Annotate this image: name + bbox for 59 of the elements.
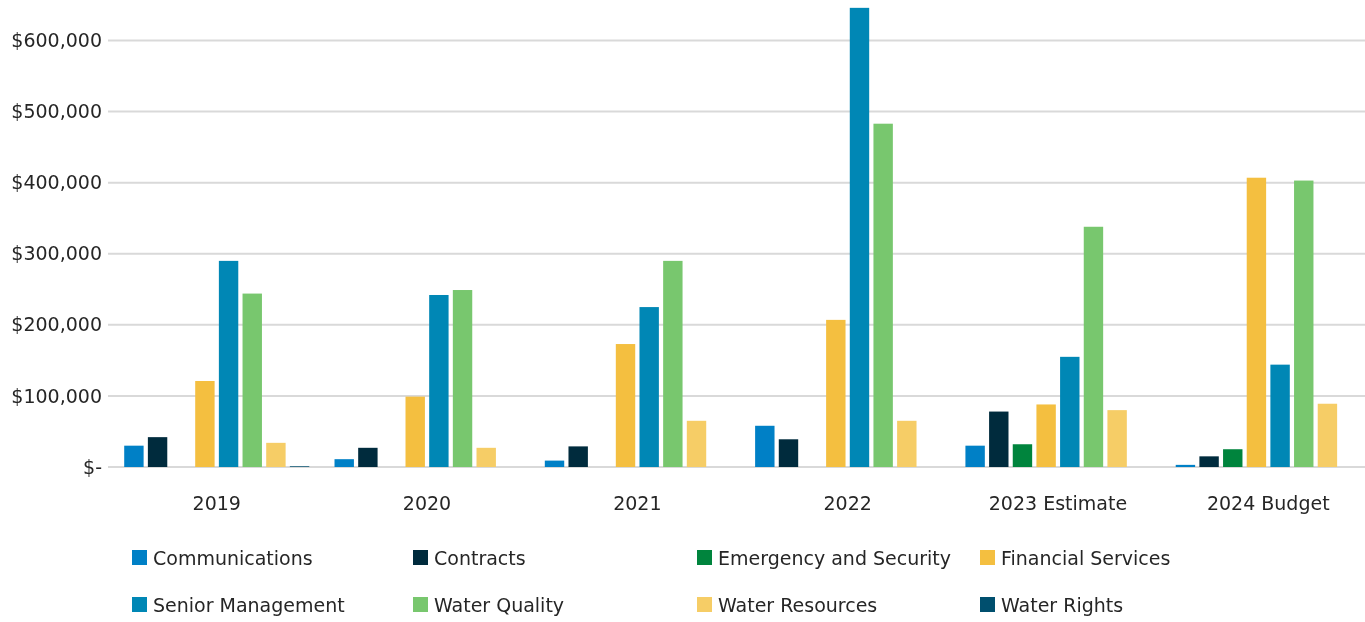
bar bbox=[124, 445, 144, 467]
x-tick-label: 2021 bbox=[613, 492, 662, 514]
x-tick-label: 2023 Estimate bbox=[988, 492, 1128, 514]
x-tick-label: 2022 bbox=[823, 492, 872, 514]
bar bbox=[1036, 404, 1056, 467]
bar bbox=[429, 294, 449, 467]
bar bbox=[334, 459, 354, 467]
bar bbox=[358, 447, 378, 467]
legend-label: Senior Management bbox=[153, 593, 345, 616]
bar bbox=[639, 307, 659, 467]
bar bbox=[1294, 180, 1314, 467]
legend-label: Water Rights bbox=[1001, 593, 1124, 616]
legend-label: Contracts bbox=[434, 546, 526, 569]
bar bbox=[615, 344, 636, 467]
bar bbox=[1270, 364, 1290, 467]
legend-label: Water Quality bbox=[434, 593, 565, 616]
bar bbox=[218, 260, 239, 467]
bar bbox=[755, 425, 775, 467]
legend-label: Financial Services bbox=[1001, 546, 1171, 569]
x-tick-label: 2019 bbox=[192, 492, 241, 514]
y-tick-label: $100,000 bbox=[11, 384, 102, 407]
bar bbox=[1060, 356, 1080, 467]
y-tick-label: $400,000 bbox=[11, 171, 102, 194]
bar bbox=[195, 381, 215, 467]
y-tick-label: $200,000 bbox=[11, 313, 102, 336]
bar bbox=[1175, 464, 1196, 467]
bar bbox=[476, 447, 496, 467]
bar bbox=[1223, 449, 1243, 467]
bar bbox=[405, 396, 425, 467]
bar bbox=[1107, 410, 1127, 467]
legend-label: Water Resources bbox=[718, 593, 878, 616]
bar bbox=[849, 7, 870, 467]
bar bbox=[897, 420, 917, 467]
bar bbox=[242, 293, 262, 467]
bar bbox=[965, 445, 985, 467]
bar bbox=[452, 290, 473, 467]
x-tick-label: 2020 bbox=[402, 492, 452, 514]
bar bbox=[778, 439, 799, 467]
x-tick-label: 2024 Budget bbox=[1206, 492, 1330, 514]
bar bbox=[1246, 177, 1267, 467]
y-tick-label: $600,000 bbox=[11, 29, 102, 52]
bar bbox=[1317, 403, 1338, 467]
bar bbox=[826, 319, 846, 467]
bar bbox=[873, 123, 893, 467]
bar bbox=[686, 420, 707, 467]
bar bbox=[1199, 456, 1219, 467]
bar bbox=[663, 260, 683, 467]
y-tick-label: $- bbox=[83, 455, 102, 478]
legend-label: Communications bbox=[153, 546, 313, 569]
bar bbox=[147, 437, 168, 467]
bar bbox=[568, 446, 588, 467]
bar bbox=[544, 460, 565, 467]
bar bbox=[266, 442, 286, 467]
legend-label: Emergency and Security bbox=[718, 546, 952, 569]
bar bbox=[1083, 226, 1104, 467]
y-tick-label: $500,000 bbox=[11, 100, 102, 123]
y-tick-label: $300,000 bbox=[11, 242, 102, 265]
bar bbox=[989, 411, 1009, 467]
bar bbox=[1012, 444, 1033, 467]
